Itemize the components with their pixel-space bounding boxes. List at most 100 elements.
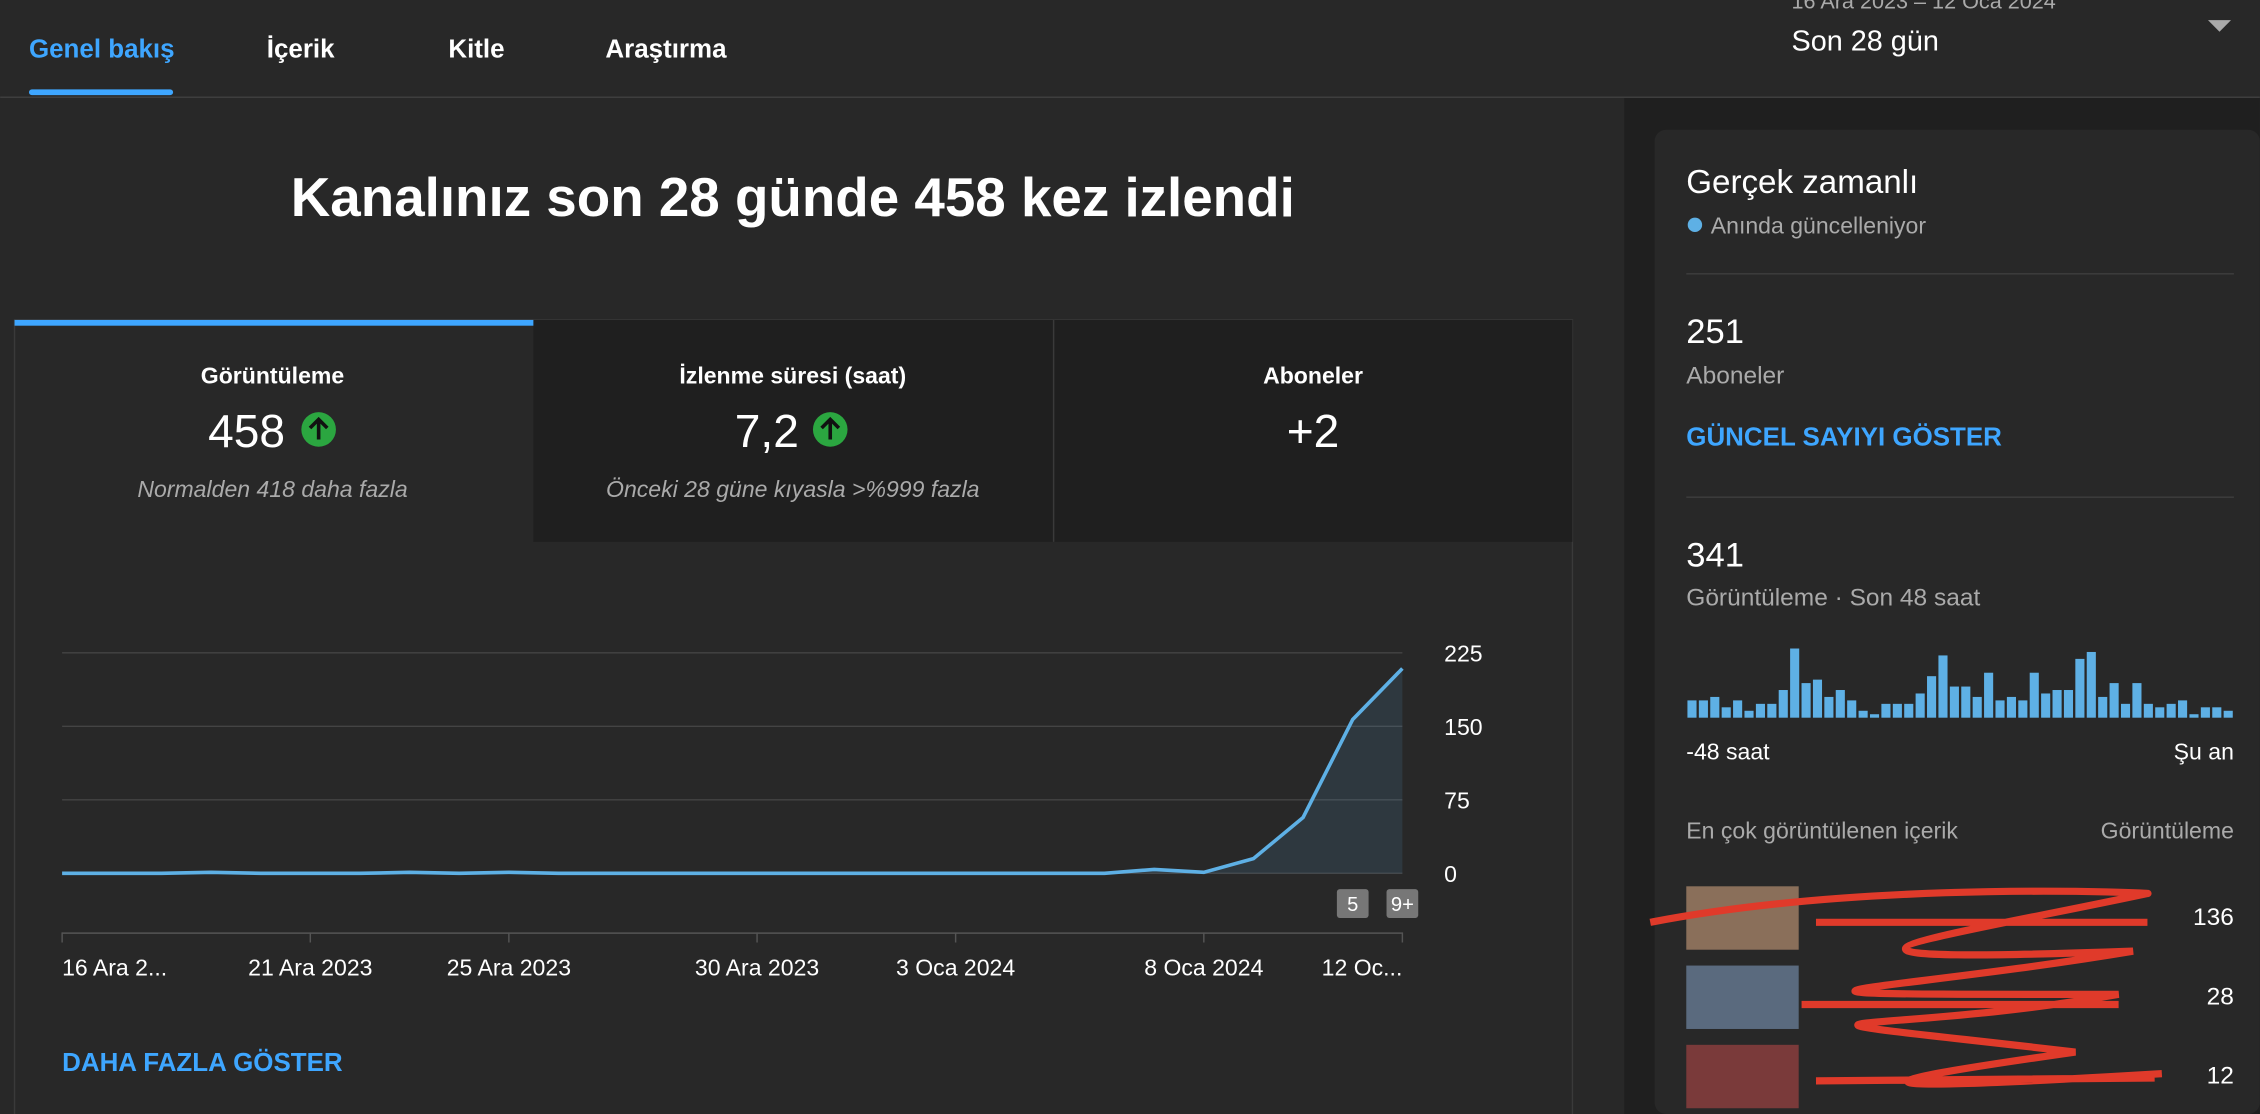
bar xyxy=(2212,707,2222,718)
bar xyxy=(1698,700,1708,718)
y-tick-label: 75 xyxy=(1444,787,1470,813)
x-tick-label: 12 Oc... xyxy=(1322,955,1403,981)
bar xyxy=(2155,707,2165,718)
x-tick-label: 3 Oca 2024 xyxy=(896,955,1015,981)
card-title[interactable]: Görüntüleme xyxy=(201,362,345,388)
top-items: 136 28 12 xyxy=(1649,886,2234,1109)
annotation-badge xyxy=(1386,889,1419,919)
bar xyxy=(1721,707,1731,718)
annotation: 9+ xyxy=(1391,894,1414,916)
thumbnail[interactable] xyxy=(1686,965,1799,1029)
card-title[interactable]: İzlenme süresi (saat) xyxy=(679,362,906,388)
realtime-status: Anında güncelleniyor xyxy=(1711,212,1927,238)
show-more[interactable]: DAHA FAZLA GÖSTER xyxy=(62,1048,343,1077)
card-indicator xyxy=(14,319,534,326)
bar xyxy=(2041,693,2051,718)
bar xyxy=(1892,703,1902,718)
bar xyxy=(2086,651,2096,718)
bar xyxy=(1790,648,1800,718)
card-title[interactable]: Aboneler xyxy=(1263,362,1363,388)
bar xyxy=(2143,703,2153,718)
bar xyxy=(2006,696,2016,718)
x-label: -48 saat xyxy=(1686,738,1770,764)
bar xyxy=(1995,700,2005,718)
annotation: 5 xyxy=(1347,894,1358,916)
dropdown-arrow[interactable] xyxy=(2207,20,2232,32)
bar xyxy=(2029,672,2039,718)
bar xyxy=(1835,690,1845,718)
annotation-badge xyxy=(1336,889,1369,919)
card-value: 458 xyxy=(208,405,285,457)
bar xyxy=(1949,686,1959,718)
bar xyxy=(2189,714,2199,718)
bar xyxy=(2052,690,2062,718)
bar xyxy=(2166,703,2176,718)
card-note: Normalden 418 daha fazla xyxy=(137,476,408,502)
x-label: Şu an xyxy=(2174,738,2234,764)
bar xyxy=(1881,703,1891,718)
subscriber-count: 251 xyxy=(1686,313,1744,351)
bar xyxy=(2120,703,2131,718)
bar xyxy=(1767,703,1777,718)
bar xyxy=(2075,658,2085,718)
bar xyxy=(1972,696,1982,718)
y-tick-label: 225 xyxy=(1444,640,1482,666)
card-note: Önceki 28 güne kıyasla >%999 fazla xyxy=(606,476,980,502)
bar xyxy=(1812,679,1823,718)
up-arrow xyxy=(820,416,841,440)
y-tick-label: 150 xyxy=(1444,714,1482,740)
realtime-panel xyxy=(1654,129,2260,1114)
bar xyxy=(1755,703,1765,718)
top-value: 136 xyxy=(2193,904,2234,931)
x-tick-label: 21 Ara 2023 xyxy=(248,955,372,981)
tab[interactable]: Araştırma xyxy=(605,36,727,64)
tab[interactable]: İçerik xyxy=(267,36,335,64)
bar xyxy=(1858,710,1868,718)
top-column: Görüntüleme xyxy=(2101,818,2234,844)
x-tick-label: 16 Ara 2... xyxy=(62,955,167,981)
thumbnail[interactable] xyxy=(1686,1044,1799,1109)
card-value: +2 xyxy=(1287,405,1340,457)
bar xyxy=(1915,693,1925,718)
tab-indicator xyxy=(28,89,174,96)
date-range[interactable]: 16 Ara 2023 – 12 Oca 2024 xyxy=(1791,0,2055,14)
bar xyxy=(2018,700,2028,718)
bar xyxy=(2098,696,2108,718)
thumbnail[interactable] xyxy=(1686,886,1799,950)
top-value: 28 xyxy=(2207,983,2234,1010)
bar xyxy=(1824,696,1834,718)
bar xyxy=(1927,676,1937,718)
x-tick-label: 30 Ara 2023 xyxy=(695,955,819,981)
bar xyxy=(1847,700,1857,718)
x-tick-label: 25 Ara 2023 xyxy=(447,955,571,981)
show-count-button[interactable]: GÜNCEL SAYIYI GÖSTER xyxy=(1686,422,2002,451)
realtime-title: Gerçek zamanlı xyxy=(1686,164,1918,201)
up-arrow xyxy=(308,416,329,440)
tab[interactable]: Genel bakış xyxy=(29,36,175,64)
bar xyxy=(2200,707,2210,718)
views-count: 341 xyxy=(1686,536,1744,574)
y-tick-label: 0 xyxy=(1444,861,1457,887)
headline: Kanalınız son 28 günde 458 kez izlendi xyxy=(291,166,1295,228)
top-header: En çok görüntülenen içerik xyxy=(1686,818,1958,844)
bar xyxy=(1961,686,1971,718)
bar xyxy=(1778,690,1788,718)
bar xyxy=(2223,710,2233,718)
x-tick-label: 8 Oca 2024 xyxy=(1144,955,1263,981)
bar xyxy=(1744,710,1754,718)
bar xyxy=(1869,714,1880,718)
bar xyxy=(1801,683,1811,718)
bar xyxy=(1733,700,1743,718)
bar xyxy=(1710,696,1720,718)
bar xyxy=(2178,700,2188,718)
redaction-scribble xyxy=(1649,887,2163,1088)
bar xyxy=(2109,683,2119,718)
card-value: 7,2 xyxy=(735,405,799,457)
area xyxy=(62,668,1403,874)
date-label[interactable]: Son 28 gün xyxy=(1791,25,1938,57)
bar xyxy=(1904,703,1914,718)
live-dot xyxy=(1687,217,1703,233)
bar xyxy=(1687,700,1697,718)
tab[interactable]: Kitle xyxy=(448,36,504,64)
